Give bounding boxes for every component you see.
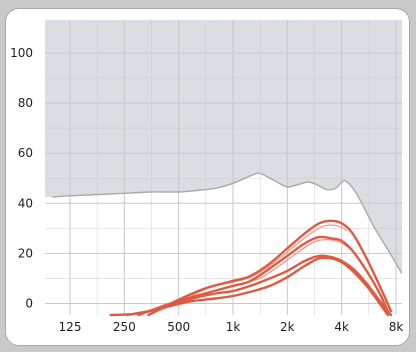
response-curve [126,254,393,317]
response-curve [109,256,389,317]
y-axis-ticks: 0 20 40 60 80 100 [10,46,33,310]
shaded-region-group [45,20,402,274]
y-tick-label: 20 [18,246,33,260]
y-tick-label: 0 [25,296,33,310]
threshold-group [52,172,403,274]
y-tick-label: 80 [18,96,33,110]
x-tick-label: 250 [113,320,136,334]
y-tick-label: 40 [18,196,33,210]
x-tick-label: 4k [334,320,349,334]
grid-group [45,20,402,315]
x-tick-label: 125 [59,320,82,334]
x-axis-ticks: 125 250 500 1k 2k 4k 8k [59,320,404,334]
y-tick-label: 100 [10,46,33,60]
response-curve [147,219,393,317]
shaded-region [45,20,402,274]
x-tick-label: 2k [280,320,295,334]
x-tick-label: 1k [226,320,241,334]
x-tick-label: 500 [167,320,190,334]
y-tick-label: 60 [18,146,33,160]
response-curve [137,235,390,317]
threshold-line [52,172,403,274]
x-tick-label: 8k [389,320,404,334]
series-group [109,219,393,317]
